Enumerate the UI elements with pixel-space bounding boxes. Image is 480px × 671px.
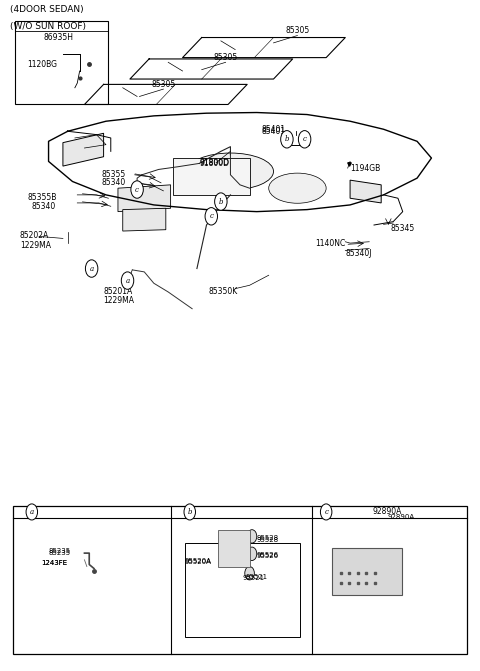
Text: 95528: 95528 bbox=[257, 537, 279, 543]
Text: 1243FE: 1243FE bbox=[41, 560, 68, 566]
FancyBboxPatch shape bbox=[15, 21, 108, 105]
Text: 1194GB: 1194GB bbox=[350, 164, 380, 173]
Text: 85340: 85340 bbox=[101, 178, 125, 187]
Text: 86935H: 86935H bbox=[44, 33, 74, 42]
Text: 91800D: 91800D bbox=[199, 159, 229, 168]
Text: b: b bbox=[188, 508, 192, 516]
FancyBboxPatch shape bbox=[173, 158, 250, 195]
Text: 85305: 85305 bbox=[214, 53, 238, 62]
Text: 1120BG: 1120BG bbox=[27, 60, 57, 69]
Text: 95528: 95528 bbox=[257, 535, 279, 541]
Text: 92890A: 92890A bbox=[373, 507, 402, 517]
Text: 95520A: 95520A bbox=[185, 559, 212, 565]
FancyBboxPatch shape bbox=[332, 548, 402, 595]
Text: 95526: 95526 bbox=[257, 552, 279, 558]
Text: a: a bbox=[90, 264, 94, 272]
Circle shape bbox=[131, 180, 144, 198]
Circle shape bbox=[121, 272, 134, 289]
Text: 85345: 85345 bbox=[391, 224, 415, 233]
Text: 85235: 85235 bbox=[48, 550, 71, 556]
Circle shape bbox=[247, 547, 257, 560]
FancyBboxPatch shape bbox=[185, 543, 300, 637]
Text: 85202A: 85202A bbox=[20, 231, 49, 240]
Polygon shape bbox=[63, 134, 104, 166]
Polygon shape bbox=[123, 208, 166, 231]
Circle shape bbox=[215, 193, 227, 210]
Text: 1243FE: 1243FE bbox=[41, 560, 68, 566]
Text: c: c bbox=[303, 136, 307, 144]
Ellipse shape bbox=[269, 173, 326, 203]
Circle shape bbox=[299, 131, 311, 148]
Polygon shape bbox=[118, 185, 170, 211]
Text: (4DOOR SEDAN): (4DOOR SEDAN) bbox=[10, 5, 84, 14]
Text: c: c bbox=[209, 212, 213, 220]
Circle shape bbox=[245, 566, 254, 580]
Text: 85235: 85235 bbox=[48, 548, 71, 554]
Text: 85355: 85355 bbox=[101, 170, 125, 178]
Text: 85305: 85305 bbox=[285, 26, 310, 36]
Ellipse shape bbox=[187, 153, 274, 190]
Text: 85340: 85340 bbox=[32, 202, 56, 211]
Text: 85340J: 85340J bbox=[345, 250, 372, 258]
Text: c: c bbox=[324, 508, 328, 516]
Text: 85305: 85305 bbox=[151, 80, 176, 89]
Text: 95526: 95526 bbox=[257, 554, 279, 560]
Text: (W/O SUN ROOF): (W/O SUN ROOF) bbox=[10, 21, 86, 31]
Text: b: b bbox=[285, 136, 289, 144]
Circle shape bbox=[205, 207, 217, 225]
FancyBboxPatch shape bbox=[218, 529, 250, 566]
Text: a: a bbox=[125, 276, 130, 285]
Circle shape bbox=[321, 504, 332, 520]
Circle shape bbox=[281, 131, 293, 148]
Text: b: b bbox=[218, 197, 223, 205]
Text: 92890A: 92890A bbox=[387, 514, 415, 520]
Text: 1140NC: 1140NC bbox=[316, 239, 346, 248]
Text: 95520A: 95520A bbox=[185, 558, 212, 564]
Circle shape bbox=[26, 504, 37, 520]
Text: 1229MA: 1229MA bbox=[104, 296, 134, 305]
FancyBboxPatch shape bbox=[12, 506, 468, 654]
Text: 85350K: 85350K bbox=[209, 287, 238, 297]
Circle shape bbox=[247, 529, 257, 543]
Text: 91800D: 91800D bbox=[199, 158, 229, 167]
Text: c: c bbox=[135, 185, 139, 193]
Text: 95521: 95521 bbox=[246, 574, 268, 580]
Text: 85355B: 85355B bbox=[27, 193, 56, 202]
Text: 85201A: 85201A bbox=[104, 287, 133, 297]
Text: 95521: 95521 bbox=[242, 575, 264, 581]
Text: 1229MA: 1229MA bbox=[20, 241, 51, 250]
Text: a: a bbox=[30, 508, 34, 516]
Text: 85401: 85401 bbox=[262, 125, 286, 134]
Text: 85401: 85401 bbox=[262, 127, 286, 136]
Circle shape bbox=[184, 504, 195, 520]
Circle shape bbox=[85, 260, 98, 277]
Polygon shape bbox=[350, 180, 381, 203]
